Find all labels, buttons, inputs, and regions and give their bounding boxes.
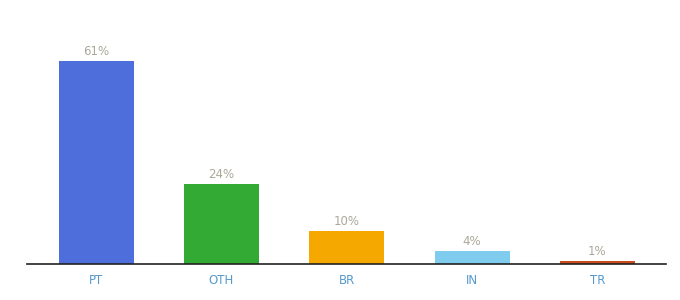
Text: 4%: 4% bbox=[463, 235, 481, 248]
Bar bbox=[435, 251, 510, 264]
Bar bbox=[560, 261, 635, 264]
Bar bbox=[184, 184, 259, 264]
Text: 24%: 24% bbox=[208, 168, 235, 181]
Text: 1%: 1% bbox=[588, 245, 607, 258]
Text: 61%: 61% bbox=[83, 45, 109, 58]
Bar bbox=[58, 61, 134, 264]
Text: 10%: 10% bbox=[334, 215, 360, 228]
Bar bbox=[309, 231, 384, 264]
